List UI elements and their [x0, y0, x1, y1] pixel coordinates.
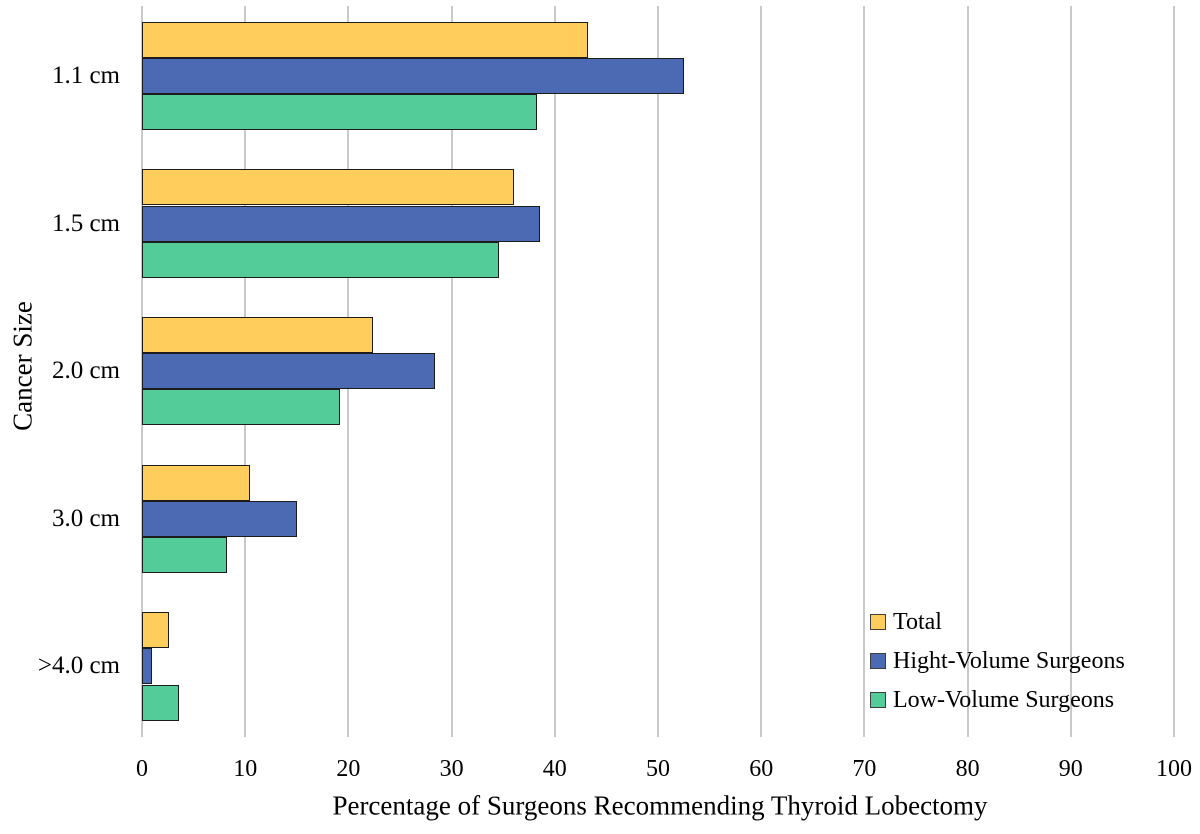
legend-label: Low-Volume Surgeons: [893, 687, 1115, 713]
x-tick-label: 10: [233, 756, 258, 782]
category-label: 1.1 cm: [51, 62, 120, 89]
bar-hight-volume-surgeons-3.0cm: [142, 500, 297, 537]
category-label: 1.5 cm: [51, 209, 120, 237]
x-tick-label: 30: [439, 756, 464, 782]
category-label: >4.0 cm: [37, 652, 120, 680]
gridline-x-30: [450, 6, 453, 737]
legend-label: Hight-Volume Surgeons: [893, 648, 1125, 674]
legend-swatch-icon: [870, 692, 886, 708]
legend-item: Low-Volume Surgeons: [870, 686, 1125, 714]
bar-total-3.0cm: [142, 464, 251, 501]
bar-low-volume-surgeons-1.5cm: [142, 241, 500, 278]
bar-hight-volume-surgeons-4.0cm: [142, 648, 153, 685]
legend-label: Total: [893, 609, 942, 635]
bar-hight-volume-surgeons-2.0cm: [142, 353, 436, 390]
x-tick-label: 0: [136, 756, 148, 782]
bar-hight-volume-surgeons-1.1cm: [142, 57, 684, 95]
category-label: 3.0 cm: [51, 504, 120, 532]
bar-hight-volume-surgeons-1.5cm: [142, 205, 541, 242]
bar-total-2.0cm: [142, 316, 374, 354]
category-label: 2.0 cm: [51, 357, 120, 385]
x-axis-tick-labels: 0 10 20 30 40 50 60 70 80 90 100: [136, 755, 1192, 785]
x-tick-label: 80: [955, 756, 980, 782]
x-tick-label: 90: [1058, 756, 1083, 782]
legend-item: Total: [870, 608, 1125, 636]
x-tick-label: 70: [852, 756, 877, 782]
gridline-x-80: [966, 6, 969, 737]
gridline-x-100: [1173, 6, 1175, 737]
x-tick-label: 20: [336, 756, 361, 782]
gridline-x-90: [1069, 6, 1072, 737]
bar-low-volume-surgeons-3.0cm: [142, 536, 227, 574]
gridline-x-50: [657, 6, 659, 737]
legend-swatch-icon: [870, 614, 886, 630]
bar-total-1.1cm: [142, 21, 588, 58]
category-axis-labels: 1.1 cm 1.5 cm 2.0 cm 3.0 cm >4.0 cm: [0, 6, 120, 737]
bar-low-volume-surgeons-2.0cm: [142, 389, 341, 426]
x-tick-label: 50: [646, 756, 670, 782]
legend: Total Hight-Volume Surgeons Low-Volume Sur…: [870, 608, 1125, 714]
plot-area: [141, 6, 1175, 737]
legend-item: Hight-Volume Surgeons: [870, 647, 1125, 675]
x-tick-label: 40: [542, 756, 567, 782]
gridline-x-70: [863, 6, 866, 737]
bar-total-4.0cm: [142, 612, 169, 649]
bar-low-volume-surgeons-1.1cm: [142, 94, 538, 131]
bar-low-volume-surgeons-4.0cm: [142, 684, 180, 721]
x-axis-title: Percentage of Surgeons Recommending Thyr…: [332, 790, 988, 821]
gridline-x-60: [760, 6, 763, 737]
legend-swatch-icon: [870, 653, 886, 669]
x-tick-label: 100: [1156, 756, 1192, 782]
gridline-x-40: [553, 6, 556, 737]
bar-total-1.5cm: [142, 169, 514, 206]
x-tick-label: 60: [749, 756, 774, 782]
